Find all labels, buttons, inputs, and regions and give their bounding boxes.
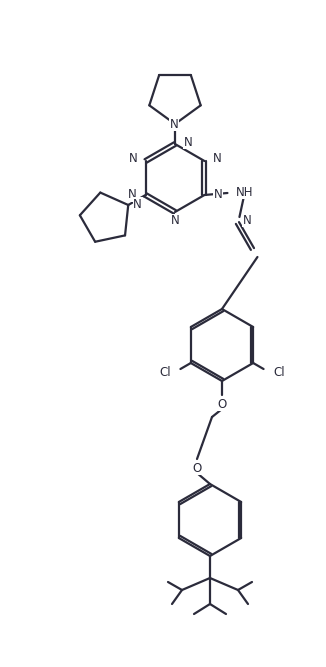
Text: N: N [133,197,142,211]
Text: O: O [192,462,201,474]
Text: O: O [217,398,227,410]
Text: N: N [128,189,137,201]
Text: Cl: Cl [273,366,285,380]
Text: N: N [213,153,221,165]
Text: N: N [243,213,251,227]
Text: N: N [184,135,193,149]
Text: Cl: Cl [159,366,171,380]
Text: N: N [170,117,178,131]
Text: N: N [129,153,138,165]
Text: N: N [170,215,179,227]
Text: N: N [214,189,222,201]
Text: NH: NH [235,185,253,199]
